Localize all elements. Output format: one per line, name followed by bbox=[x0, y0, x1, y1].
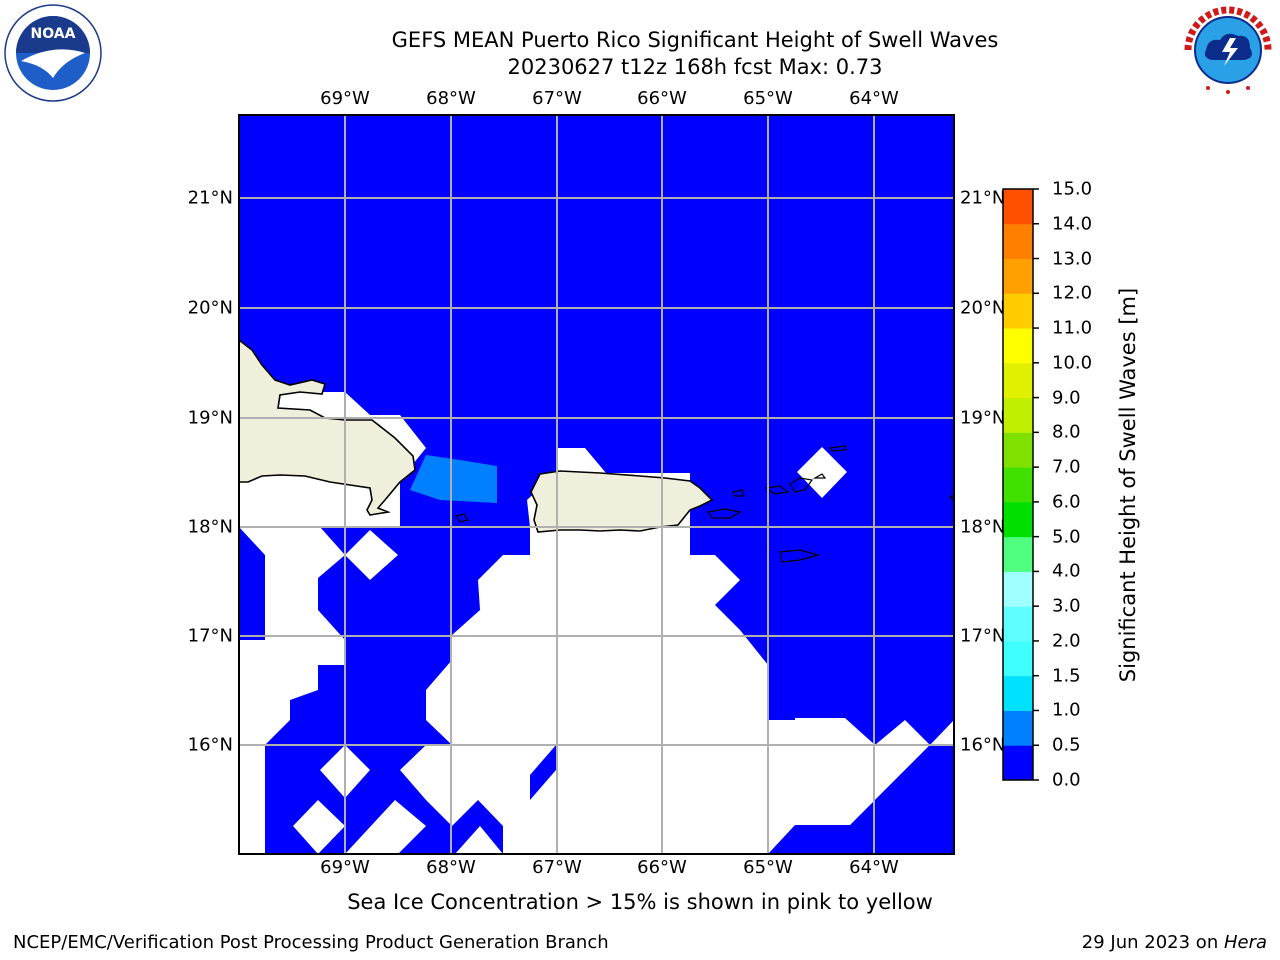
lat-label-right: 19°N bbox=[960, 407, 1006, 429]
lon-label-bottom: 66°W bbox=[637, 857, 687, 878]
colorbar-bin bbox=[1003, 328, 1033, 364]
colorbar-tick-label: 8.0 bbox=[1052, 421, 1081, 443]
colorbar-bins bbox=[1003, 189, 1033, 781]
colorbar-tick-label: 15.0 bbox=[1052, 178, 1093, 200]
colorbar-ticks bbox=[1033, 188, 1039, 781]
lat-label-left: 20°N bbox=[187, 297, 233, 319]
colorbar-tick-label: 5.0 bbox=[1052, 526, 1081, 548]
lon-label-bottom: 64°W bbox=[849, 857, 899, 878]
colorbar-bin bbox=[1003, 745, 1033, 781]
colorbar-tick-label: 1.5 bbox=[1052, 665, 1081, 687]
map-frame bbox=[238, 114, 955, 855]
colorbar-tick-label: 3.0 bbox=[1052, 595, 1081, 617]
noaa-logo: NOAA bbox=[4, 4, 102, 102]
footer-host: Hera bbox=[1223, 932, 1267, 953]
colorbar-bin bbox=[1003, 223, 1033, 260]
colorbar-tick-label: 7.0 bbox=[1052, 456, 1081, 478]
colorbar-bin bbox=[1003, 606, 1033, 642]
colorbar-tick-label: 14.0 bbox=[1052, 213, 1093, 235]
nws-logo bbox=[1181, 3, 1275, 97]
lon-label-top: 64°W bbox=[849, 88, 899, 109]
colorbar-bin bbox=[1003, 467, 1033, 503]
colorbar-bin bbox=[1003, 710, 1033, 746]
hispaniola-land bbox=[239, 338, 416, 516]
noaa-logo-text: NOAA bbox=[31, 26, 76, 42]
lon-label-top: 66°W bbox=[637, 88, 687, 109]
footer-date: 29 Jun 2023 on Hera bbox=[1082, 932, 1267, 953]
footer-date-text: 29 Jun 2023 on bbox=[1081, 932, 1224, 953]
colorbar-tick-label: 4.0 bbox=[1052, 560, 1081, 582]
colorbar-tick-label: 6.0 bbox=[1052, 491, 1081, 513]
grid-lines bbox=[239, 115, 954, 854]
colorbar-bin bbox=[1003, 362, 1033, 399]
colorbar-bin bbox=[1003, 258, 1033, 294]
swell-light-patch bbox=[410, 455, 497, 503]
lon-label-bottom: 67°W bbox=[532, 857, 582, 878]
lat-label-right: 18°N bbox=[960, 516, 1006, 538]
lon-label-bottom: 69°W bbox=[320, 857, 370, 878]
lon-label-top: 69°W bbox=[320, 88, 370, 109]
lat-label-left: 19°N bbox=[187, 407, 233, 429]
chart-subtitle: 20230627 t12z 168h fcst Max: 0.73 bbox=[507, 55, 883, 79]
lon-label-top: 65°W bbox=[743, 88, 793, 109]
colorbar-bin bbox=[1003, 293, 1033, 329]
colorbar-title: Significant Height of Swell Waves [m] bbox=[1116, 287, 1140, 683]
lat-label-right: 21°N bbox=[960, 187, 1006, 209]
colorbar-tick-label: 13.0 bbox=[1052, 248, 1093, 270]
lon-label-top: 68°W bbox=[426, 88, 476, 109]
colorbar-tick-label: 2.0 bbox=[1052, 630, 1081, 652]
colorbar-tick-label: 9.0 bbox=[1052, 387, 1081, 409]
sea-ice-note: Sea Ice Concentration > 15% is shown in … bbox=[347, 890, 933, 914]
colorbar-bin bbox=[1003, 571, 1033, 607]
lat-label-left: 16°N bbox=[187, 734, 233, 756]
lat-label-left: 17°N bbox=[187, 625, 233, 647]
colorbar-tick-label: 10.0 bbox=[1052, 352, 1093, 374]
chart-title: GEFS MEAN Puerto Rico Significant Height… bbox=[391, 28, 999, 52]
colorbar-bin bbox=[1003, 397, 1033, 433]
colorbar-tick-label: 11.0 bbox=[1052, 317, 1093, 339]
colorbar-bin bbox=[1003, 432, 1033, 468]
colorbar-tick-label: 0.5 bbox=[1052, 734, 1081, 756]
lat-label-right: 17°N bbox=[960, 625, 1006, 647]
footer-credit: NCEP/EMC/Verification Post Processing Pr… bbox=[13, 932, 609, 953]
lon-label-bottom: 65°W bbox=[743, 857, 793, 878]
colorbar-bin bbox=[1003, 675, 1033, 711]
colorbar-bin bbox=[1003, 189, 1033, 225]
lat-label-left: 21°N bbox=[187, 187, 233, 209]
lon-label-top: 67°W bbox=[532, 88, 582, 109]
lon-label-bottom: 68°W bbox=[426, 857, 476, 878]
colorbar-tick-label: 12.0 bbox=[1052, 282, 1093, 304]
colorbar-bin bbox=[1003, 640, 1033, 677]
lat-label-right: 16°N bbox=[960, 734, 1006, 756]
lat-label-left: 18°N bbox=[187, 516, 233, 538]
colorbar-bin bbox=[1003, 501, 1033, 538]
colorbar-tick-label: 1.0 bbox=[1052, 699, 1081, 721]
colorbar-tick-label: 0.0 bbox=[1052, 769, 1081, 791]
colorbar-frame bbox=[1002, 188, 1034, 781]
colorbar-bin bbox=[1003, 536, 1033, 572]
lat-label-right: 20°N bbox=[960, 297, 1006, 319]
